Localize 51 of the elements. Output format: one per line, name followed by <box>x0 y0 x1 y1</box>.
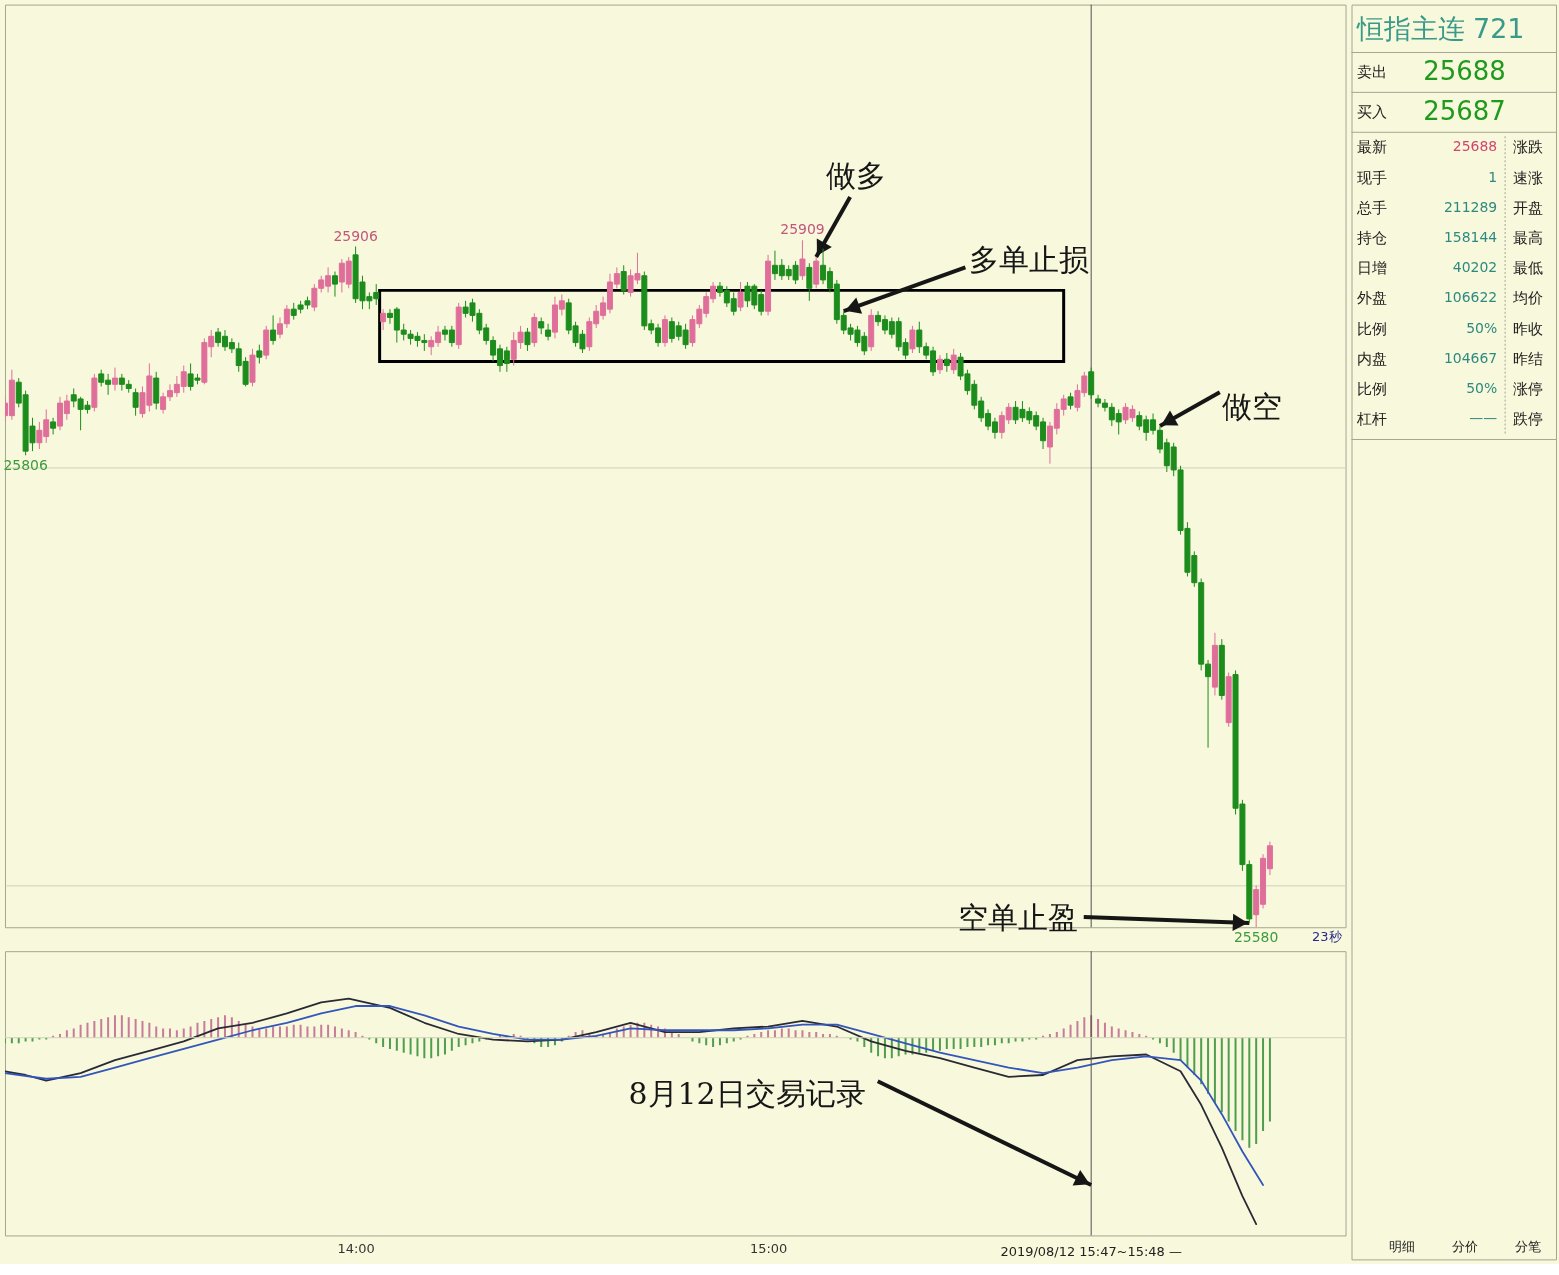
category-label: 涨停 <box>1513 380 1544 399</box>
text: —— <box>1469 410 1498 427</box>
category-label: 外盘 <box>1356 289 1387 308</box>
text: 1 <box>1488 168 1498 185</box>
category-label: 现手 <box>1356 168 1387 187</box>
x-tick-label: 14:00 <box>337 1240 375 1256</box>
text: 211289 <box>1443 198 1498 215</box>
category-label: 杠杆 <box>1355 410 1387 429</box>
text: 明细 <box>1389 1239 1416 1255</box>
category-label: 涨跌 <box>1513 138 1544 157</box>
text: 25688 <box>1423 56 1506 87</box>
text: 分笔 <box>1515 1239 1542 1255</box>
category-label: 开盘 <box>1513 198 1544 217</box>
category-label: 比例 <box>1356 380 1387 399</box>
text: 分价 <box>1452 1239 1479 1255</box>
annotation: 空单止盈 <box>957 900 1078 936</box>
category-label: 均价 <box>1513 289 1544 308</box>
annotation: 25906 <box>333 227 378 244</box>
text: 40202 <box>1452 259 1498 276</box>
category-label: 昨结 <box>1513 349 1544 368</box>
text: 104667 <box>1443 349 1498 366</box>
annotation: 多单止损 <box>969 242 1090 278</box>
category-label: 日增 <box>1356 259 1387 278</box>
category-label: 买入 <box>1356 103 1387 122</box>
text: 50% <box>1466 319 1498 336</box>
annotation: 做多 <box>826 158 887 194</box>
category-label: 最低 <box>1513 259 1544 278</box>
text: 106622 <box>1443 289 1498 306</box>
text: 恒指主连 721 <box>1355 12 1525 44</box>
category-label: 持仓 <box>1356 229 1387 248</box>
category-label: 最高 <box>1513 229 1544 248</box>
category-label: 总手 <box>1355 198 1387 217</box>
annotation: 做空 <box>1221 389 1282 425</box>
category-label: 比例 <box>1356 319 1387 338</box>
category-label: 卖出 <box>1356 63 1387 82</box>
text: 23秒 <box>1312 929 1342 945</box>
category-label: 昨收 <box>1513 319 1544 338</box>
annotation: 8月12日交易记录 <box>628 1076 866 1112</box>
annotation: 25909 <box>780 221 825 238</box>
annotation: 25806 <box>3 457 48 474</box>
text: 25687 <box>1423 96 1506 127</box>
x-tick-label: 15:00 <box>749 1240 788 1256</box>
text: 158144 <box>1443 229 1498 246</box>
ref-line-label: 2019/08/12 15:47~15:48 — <box>1000 1244 1182 1260</box>
category-label: 最新 <box>1356 138 1387 157</box>
text: 50% <box>1466 380 1498 397</box>
annotation: 25580 <box>1233 929 1279 946</box>
text: 25688 <box>1452 138 1498 155</box>
category-label: 内盘 <box>1356 349 1387 368</box>
category-label: 跌停 <box>1513 410 1544 429</box>
category-label: 速涨 <box>1513 168 1544 187</box>
